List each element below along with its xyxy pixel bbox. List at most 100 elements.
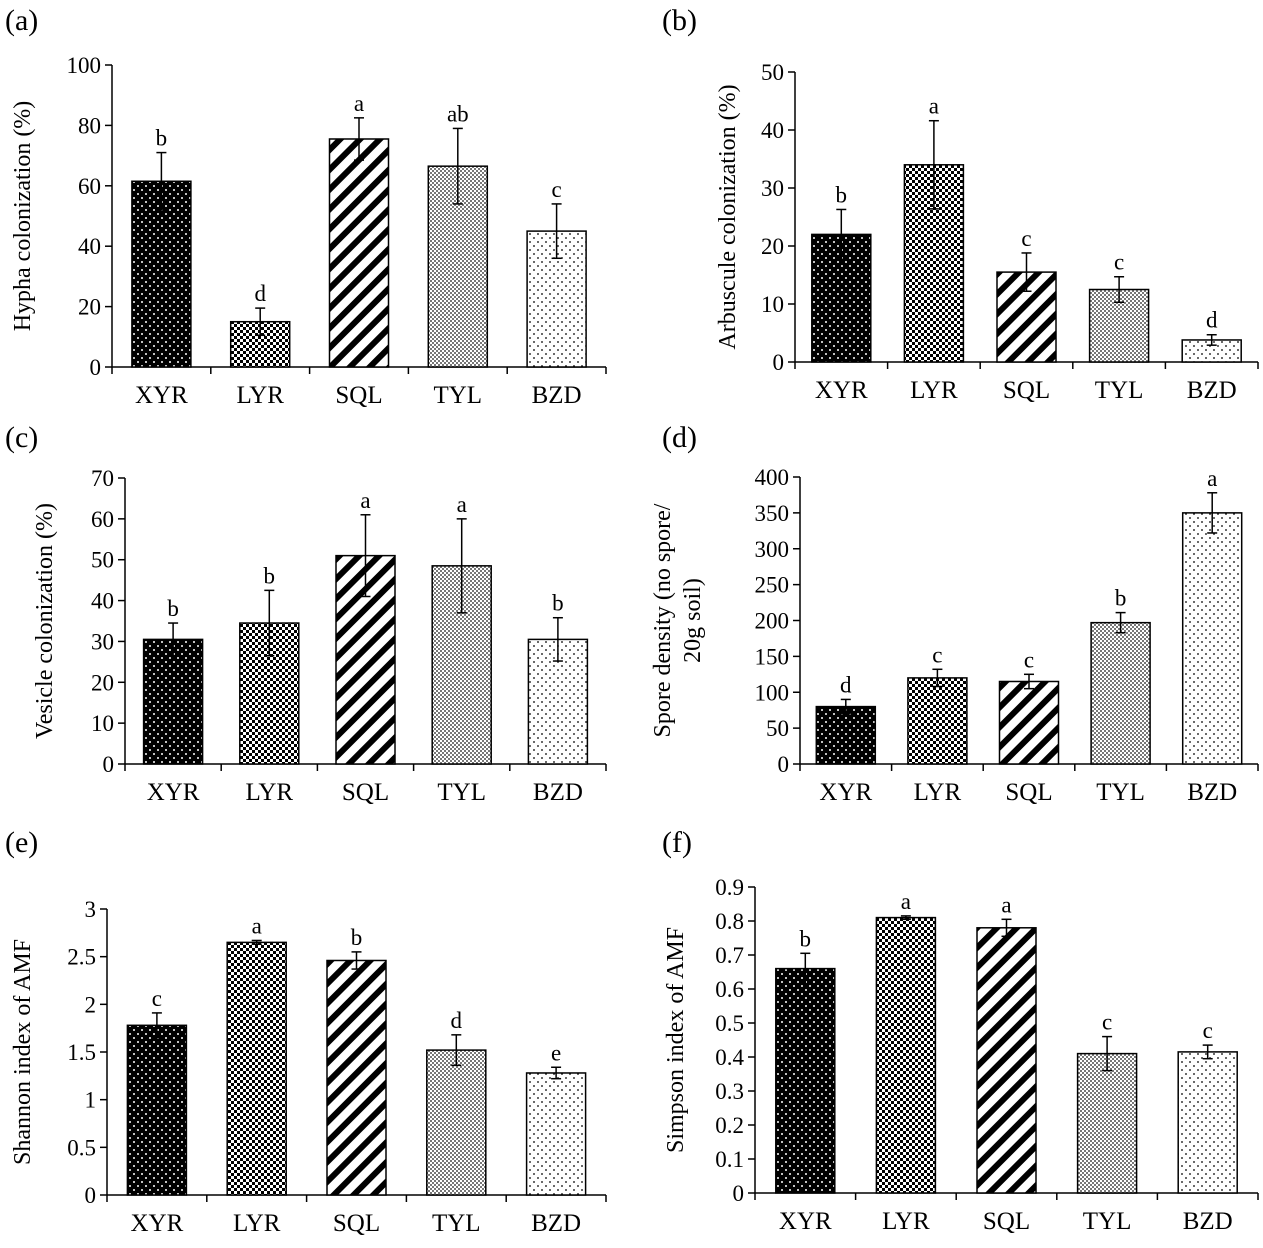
x-tick-label: SQL	[333, 1210, 380, 1237]
bar-xyr	[126, 1024, 188, 1196]
y-axis-label-line: Spore density (no spore/	[650, 503, 676, 737]
significance-letter: a	[1001, 892, 1011, 917]
y-tick-label: 250	[755, 573, 790, 598]
y-tick-label: 0.2	[715, 1113, 744, 1138]
bar-bzd	[1181, 512, 1243, 765]
significance-letter: b	[264, 563, 276, 588]
panel-label: (a)	[5, 4, 38, 37]
y-tick-label: 60	[91, 507, 114, 532]
significance-letter: c	[1102, 1010, 1112, 1035]
y-axis-label: Arbuscule colonization (%)	[715, 84, 741, 349]
bar-sql	[326, 959, 387, 1196]
y-tick-label: 70	[91, 466, 114, 491]
y-tick-label: 150	[755, 644, 790, 669]
significance-letter: a	[354, 91, 364, 116]
bar-sql	[976, 927, 1037, 1194]
x-tick-label: BZD	[1187, 377, 1237, 404]
x-tick-label: TYL	[432, 1210, 481, 1237]
x-tick-label: BZD	[532, 382, 582, 409]
panel-b: (b) Arbuscule colonization (%) 0 10 20 30 40 50…	[662, 4, 1259, 404]
y-tick-label: 20	[91, 670, 114, 695]
x-tick-label: SQL	[335, 382, 382, 409]
bar-sql	[998, 680, 1060, 765]
y-tick-label: 0.3	[715, 1079, 744, 1104]
y-tick-label: 3	[85, 897, 97, 922]
bar-lyr	[226, 941, 287, 1196]
y-tick-label: 400	[755, 465, 790, 490]
y-axis-label: Hypha colonization (%)	[10, 101, 36, 332]
significance-letter: c	[551, 177, 561, 202]
y-tick-label: 200	[755, 609, 790, 634]
y-tick-label: 0.7	[715, 943, 744, 968]
x-tick-label: SQL	[1003, 377, 1050, 404]
y-tick-label: 300	[755, 537, 790, 562]
significance-letter: d	[840, 672, 852, 697]
significance-letter: b	[552, 591, 564, 616]
significance-letter: a	[360, 488, 370, 513]
significance-letter: d	[1206, 308, 1218, 333]
significance-letter: c	[152, 986, 162, 1011]
y-tick-label: 10	[761, 292, 784, 317]
y-tick-label: 40	[78, 234, 101, 259]
significance-letter: b	[156, 126, 168, 151]
y-axis-label-line: 20g soil)	[680, 578, 706, 663]
x-tick-label: LYR	[246, 779, 294, 806]
x-tick-label: XYR	[815, 377, 868, 404]
x-tick-label: XYR	[779, 1208, 832, 1235]
y-tick-label: 2	[85, 992, 97, 1017]
significance-letter: a	[1207, 466, 1217, 491]
significance-letter: d	[254, 281, 266, 306]
significance-letter: e	[551, 1040, 561, 1065]
y-tick-label: 20	[761, 234, 784, 259]
bar-lyr	[875, 916, 937, 1194]
bar-bzd	[525, 1072, 587, 1196]
y-tick-label: 0	[733, 1181, 745, 1206]
significance-letter: c	[1024, 647, 1034, 672]
x-tick-label: XYR	[131, 1210, 184, 1237]
significance-letter: b	[1115, 586, 1127, 611]
y-axis-label: Shannon index of AMF	[10, 939, 36, 1165]
bar-xyr	[775, 967, 836, 1194]
x-tick-label: LYR	[236, 382, 284, 409]
y-axis-label: Spore density (no spore/20g soil)	[650, 503, 706, 737]
panel-label: (c)	[5, 421, 38, 454]
x-tick-label: LYR	[233, 1210, 281, 1237]
significance-letter: b	[351, 925, 363, 950]
panel-a: (a) Hypha colonization (%) 0 20 40 60 80 100 b XY…	[5, 4, 607, 409]
panel-label: (e)	[5, 826, 38, 859]
x-tick-label: TYL	[1095, 377, 1144, 404]
significance-letter: a	[457, 492, 467, 517]
x-tick-label: BZD	[531, 1210, 581, 1237]
x-tick-label: TYL	[1083, 1208, 1132, 1235]
significance-letter: b	[836, 182, 848, 207]
bar-bzd	[1177, 1051, 1238, 1194]
y-tick-label: 60	[78, 174, 101, 199]
x-tick-label: XYR	[135, 382, 188, 409]
x-tick-label: LYR	[910, 377, 958, 404]
y-tick-label: 1.5	[67, 1040, 96, 1065]
x-tick-label: BZD	[1183, 1208, 1233, 1235]
bar-xyr	[815, 705, 877, 765]
significance-letter: c	[1114, 250, 1124, 275]
significance-letter: c	[1203, 1018, 1213, 1043]
x-tick-label: XYR	[147, 779, 200, 806]
y-tick-label: 0.5	[715, 1011, 744, 1036]
bar-tyl	[1076, 1052, 1138, 1194]
x-tick-label: SQL	[983, 1208, 1030, 1235]
y-tick-label: 0.1	[715, 1147, 744, 1172]
x-tick-label: TYL	[437, 779, 486, 806]
y-tick-label: 0.5	[67, 1135, 96, 1160]
bar-xyr	[142, 638, 204, 765]
x-tick-label: SQL	[1005, 779, 1052, 806]
y-tick-label: 30	[91, 629, 114, 654]
y-tick-label: 40	[91, 589, 114, 614]
significance-letter: ab	[447, 101, 469, 126]
y-tick-label: 0	[778, 752, 790, 777]
panel-label: (f)	[662, 826, 692, 859]
y-tick-label: 0.4	[715, 1045, 744, 1070]
y-tick-label: 1	[85, 1088, 97, 1113]
y-tick-label: 50	[91, 548, 114, 573]
significance-letter: b	[800, 926, 812, 951]
y-tick-label: 0	[773, 350, 785, 375]
